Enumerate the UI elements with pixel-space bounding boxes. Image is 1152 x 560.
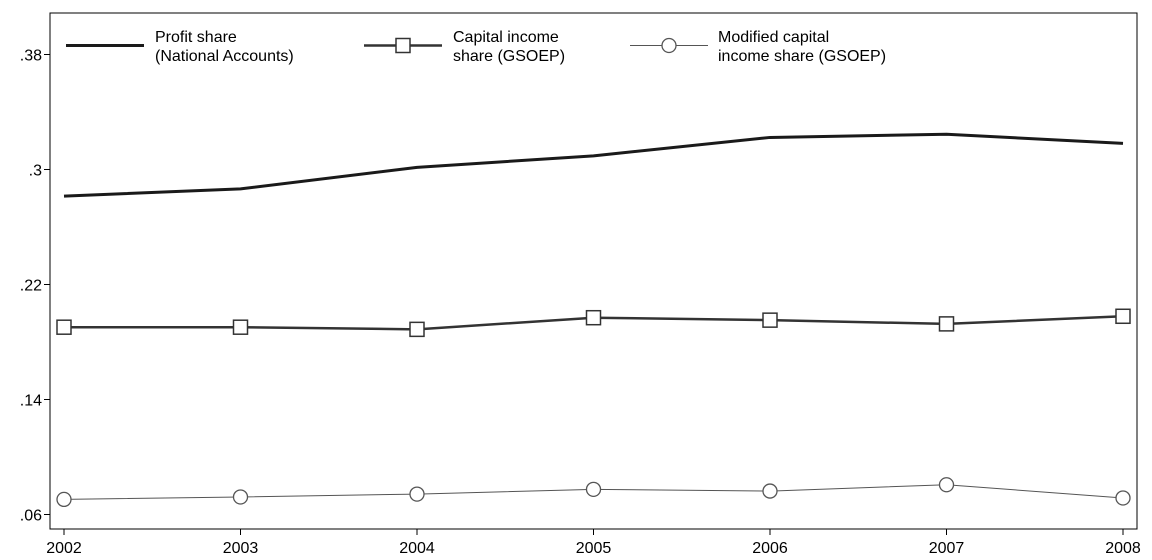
legend: Profit share (National Accounts) Capital i… <box>66 29 886 65</box>
axis-layer: 2002 2003 2004 2005 2006 2007 2008 .06 .14 .22 .3.… <box>20 48 1141 558</box>
data-point-square <box>409 321 425 338</box>
series-line <box>63 132 1124 198</box>
series-3 <box>56 477 1131 508</box>
y-tick-label: .3 <box>29 163 42 180</box>
legend-label: Profit share <box>155 29 237 46</box>
data-point-circle <box>56 491 72 508</box>
data-point-circle <box>1115 490 1131 506</box>
data-point-square <box>762 312 778 328</box>
legend-label: income share (GSOEP) <box>718 48 886 65</box>
x-tick-label: 2004 <box>399 540 435 557</box>
x-tick-label: 2006 <box>752 540 788 557</box>
data-point-circle <box>762 483 778 499</box>
legend-item-1: Profit share (National Accounts) <box>66 29 294 65</box>
legend-label: Modified capital <box>718 29 829 46</box>
x-tick-label: 2003 <box>223 540 259 557</box>
y-tick-label: .06 <box>20 508 42 525</box>
data-point-square <box>232 319 249 335</box>
data-point-square <box>585 309 602 326</box>
legend-marker-square <box>395 37 411 54</box>
data-point-square <box>1115 308 1131 325</box>
series-2 <box>56 308 1131 338</box>
plot-frame <box>49 12 1138 530</box>
x-tick-label: 2007 <box>929 540 965 557</box>
data-point-circle <box>585 481 602 497</box>
legend-item-2: Capital income share (GSOEP) <box>364 29 565 65</box>
data-point-circle <box>232 489 249 505</box>
legend-label: share (GSOEP) <box>453 48 565 65</box>
x-tick-label: 2005 <box>576 540 612 557</box>
y-tick-label: .22 <box>20 278 42 295</box>
y-tick-label: .14 <box>20 393 42 410</box>
legend-marker-circle <box>661 37 677 54</box>
y-tick-label: .38 <box>20 48 42 65</box>
data-point-circle <box>938 477 955 493</box>
series-1 <box>63 132 1124 198</box>
data-point-square <box>56 319 72 335</box>
data-point-circle <box>409 486 425 502</box>
legend-item-3: Modified capital income share (GSOEP) <box>630 29 886 65</box>
data-point-square <box>938 316 955 332</box>
legend-label: Capital income <box>453 29 559 46</box>
legend-label: (National Accounts) <box>155 48 294 65</box>
series-layer <box>56 132 1131 508</box>
x-tick-label: 2008 <box>1105 540 1141 557</box>
x-tick-label: 2002 <box>46 540 82 557</box>
